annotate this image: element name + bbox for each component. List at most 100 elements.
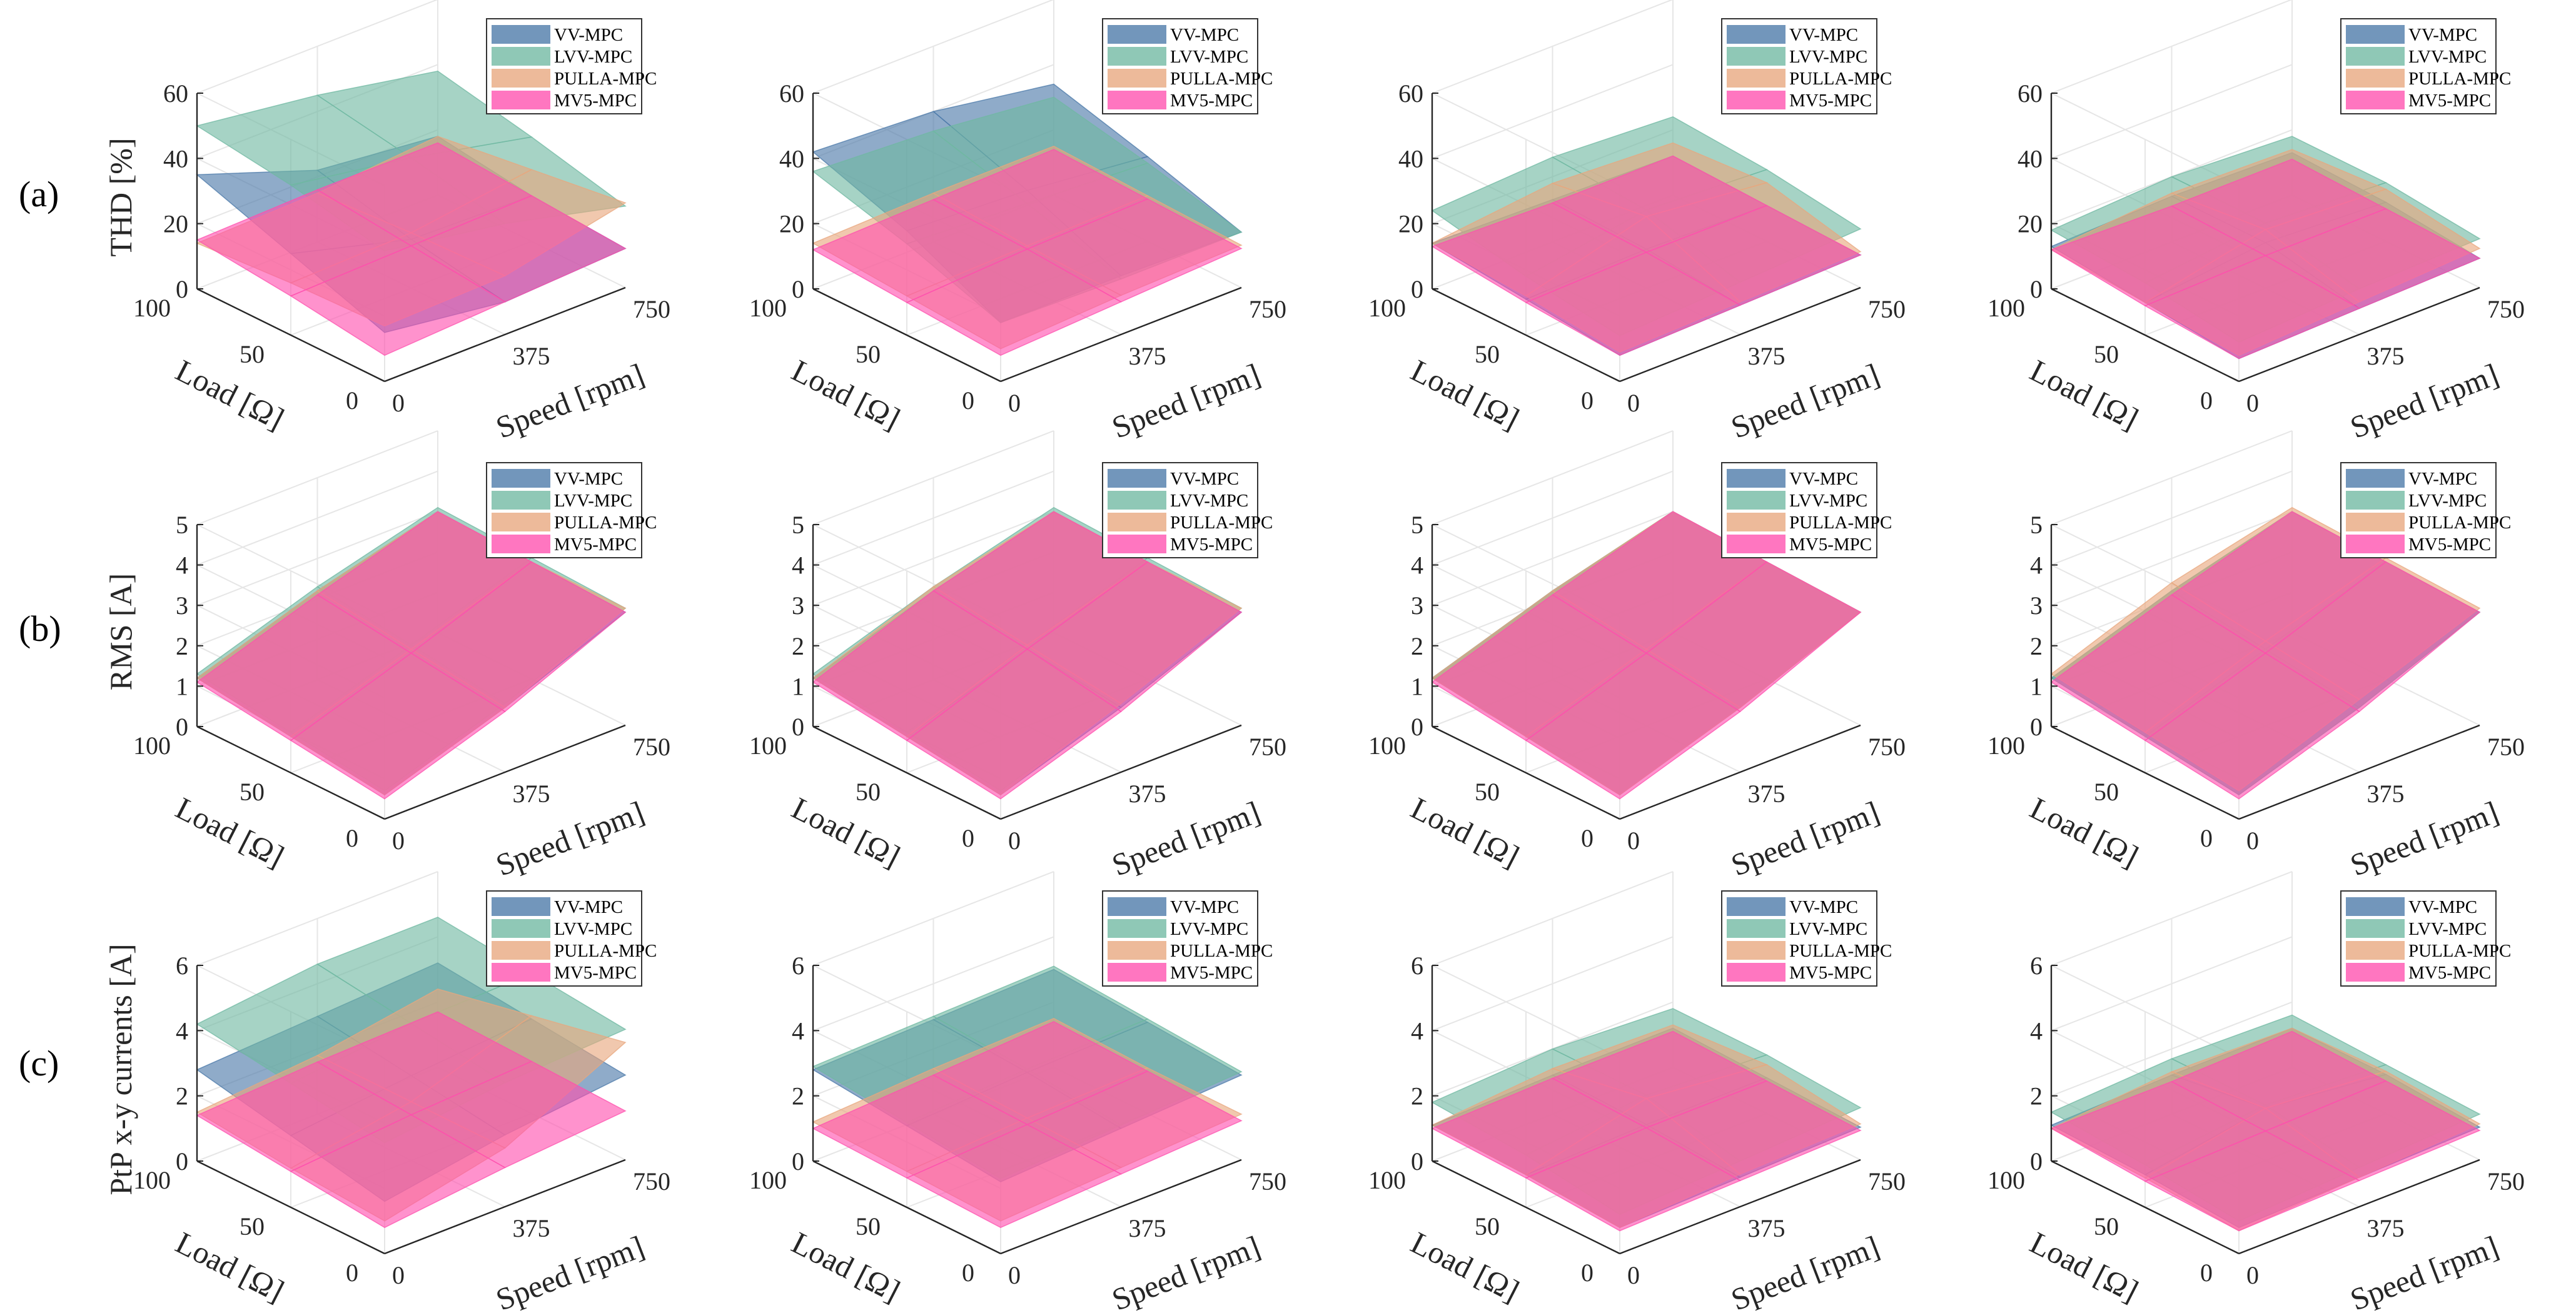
legend-swatch — [1727, 469, 1786, 488]
surfaces — [2050, 136, 2481, 360]
speed-tick-label: 375 — [2367, 780, 2405, 808]
surface-patch — [1026, 1070, 1243, 1175]
speed-tick-label: 375 — [513, 780, 550, 808]
legend-entry: PULLA-MPC — [1170, 69, 1273, 89]
legend-entry: PULLA-MPC — [554, 941, 657, 961]
row-label-b: (b) — [19, 608, 61, 649]
z-tick-label: 1 — [1411, 672, 1423, 700]
z-tick-label: 60 — [163, 79, 188, 108]
legend-swatch — [492, 513, 550, 531]
legend-swatch — [1727, 941, 1786, 960]
legend-swatch — [1108, 91, 1166, 109]
legend-entry: LVV-MPC — [2408, 47, 2487, 67]
legend-swatch — [492, 25, 550, 44]
legend-entry: PULLA-MPC — [2408, 941, 2511, 961]
legend-swatch — [1108, 513, 1166, 531]
z-tick-label: 3 — [2030, 591, 2043, 620]
z-axis-label: PtP x-y currents [A] — [103, 943, 138, 1195]
surface-mv5-mpc — [812, 511, 1243, 800]
speed-tick-label: 750 — [633, 733, 670, 761]
speed-tick-label: 750 — [633, 1167, 670, 1195]
surfaces — [812, 506, 1243, 800]
z-tick-label: 2 — [176, 632, 188, 660]
surfaces — [1431, 1008, 1862, 1232]
load-tick-label: 50 — [240, 778, 265, 806]
z-tick-label: 6 — [2030, 952, 2043, 980]
speed-tick-label: 0 — [392, 389, 405, 417]
load-tick-label: 0 — [2200, 824, 2213, 852]
surface-mv5-mpc — [196, 511, 627, 800]
z-tick-label: 4 — [176, 1017, 188, 1045]
legend-entry: LVV-MPC — [1170, 47, 1248, 67]
legend-swatch — [1108, 919, 1166, 938]
load-tick-label: 100 — [1368, 1166, 1406, 1194]
legend-entry: MV5-MPC — [554, 91, 637, 111]
surface-patch — [1026, 198, 1243, 303]
legend-swatch — [492, 469, 550, 488]
z-tick-label: 0 — [2030, 713, 2043, 741]
z-tick-label: 0 — [176, 275, 188, 303]
z-axis-label: RMS [A] — [103, 573, 138, 691]
speed-tick-label: 0 — [1008, 389, 1021, 417]
speed-tick-label: 750 — [1868, 295, 1906, 323]
load-tick-label: 50 — [856, 1212, 881, 1240]
z-tick-label: 40 — [779, 144, 804, 173]
legend-entry: MV5-MPC — [1789, 963, 1872, 983]
surface-patch — [1645, 204, 1862, 306]
speed-tick-label: 375 — [1748, 780, 1786, 808]
speed-tick-label: 0 — [1008, 827, 1021, 855]
load-tick-label: 0 — [1581, 386, 1594, 415]
z-tick-label: 1 — [2030, 672, 2043, 700]
z-tick-label: 0 — [792, 713, 804, 741]
legend-swatch — [2346, 941, 2405, 960]
legend-swatch — [2346, 25, 2405, 44]
speed-tick-label: 375 — [1748, 342, 1786, 370]
legend-swatch — [1727, 491, 1786, 510]
z-tick-label: 3 — [792, 591, 804, 620]
speed-tick-label: 750 — [1868, 733, 1906, 761]
legend-swatch — [1727, 47, 1786, 66]
surface-mv5-mpc — [196, 1011, 627, 1229]
z-tick-label: 4 — [176, 551, 188, 580]
surfaces — [1431, 511, 1862, 800]
z-tick-label: 20 — [163, 210, 188, 238]
surface-mv5-mpc — [1431, 155, 1862, 356]
z-tick-label: 6 — [792, 952, 804, 980]
load-axis-label: Load [Ω] — [786, 353, 906, 436]
z-tick-label: 0 — [792, 1147, 804, 1175]
speed-tick-label: 750 — [1249, 733, 1286, 761]
legend-entry: MV5-MPC — [554, 963, 637, 983]
z-tick-label: 0 — [2030, 1147, 2043, 1175]
load-tick-label: 100 — [749, 1166, 787, 1194]
z-tick-label: 2 — [1411, 1082, 1423, 1110]
z-tick-label: 60 — [779, 79, 804, 108]
surface-mv5-mpc — [812, 149, 1243, 356]
legend-entry: LVV-MPC — [1170, 491, 1248, 511]
legend-swatch — [1108, 941, 1166, 960]
legend-entry: LVV-MPC — [2408, 491, 2487, 511]
load-axis-label: Load [Ω] — [1405, 353, 1525, 436]
z-tick-label: 1 — [176, 672, 188, 700]
z-tick-label: 0 — [1411, 275, 1423, 303]
surfaces — [196, 71, 627, 356]
z-tick-label: 20 — [1398, 210, 1423, 238]
legend-swatch — [2346, 91, 2405, 109]
surface-patch — [410, 561, 627, 713]
z-tick-label: 3 — [176, 591, 188, 620]
legend-entry: VV-MPC — [1170, 897, 1239, 917]
legend-entry: VV-MPC — [2408, 25, 2477, 45]
load-tick-label: 0 — [962, 824, 974, 852]
speed-tick-label: 375 — [1129, 780, 1166, 808]
legend-entry: PULLA-MPC — [1789, 513, 1892, 533]
legend-swatch — [492, 69, 550, 88]
legend-swatch — [1108, 469, 1166, 488]
z-tick-label: 20 — [779, 210, 804, 238]
surface-mv5-mpc — [2050, 511, 2481, 800]
z-tick-label: 1 — [792, 672, 804, 700]
legend-swatch — [492, 897, 550, 916]
